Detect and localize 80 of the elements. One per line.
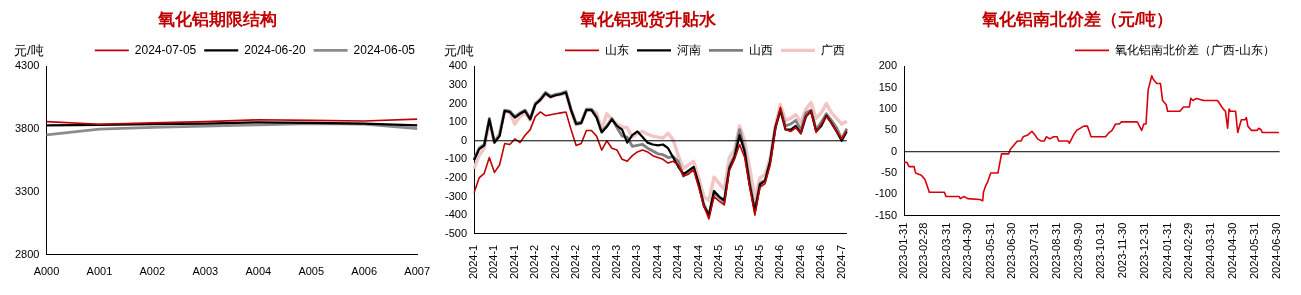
x-tick-label: 2024-06-30	[1269, 222, 1282, 280]
x-tick-label: 2023-11-30	[1115, 222, 1128, 279]
y-tick-label: 100	[878, 102, 898, 115]
x-tick-label: 2024-1	[487, 244, 500, 280]
x-tick-label: 2024-03-31	[1204, 222, 1217, 280]
x-tick-label: 2024-5	[732, 244, 745, 280]
y-tick-label: 200	[878, 59, 898, 72]
y-tick-label: 150	[878, 80, 898, 93]
x-tick-label: A004	[245, 265, 272, 278]
x-tick-label: 2024-4	[691, 244, 704, 280]
y-tick-label: 100	[448, 115, 468, 128]
y-tick-label: -100	[874, 187, 898, 200]
y-tick-label: 4300	[14, 59, 40, 72]
x-tick-label: 2023-07-31	[1027, 222, 1040, 280]
x-tick-label: 2024-1	[507, 244, 520, 280]
x-tick-label: A002	[139, 265, 166, 278]
x-tick-label: 2024-01-31	[1160, 222, 1173, 280]
x-tick-label: 2024-5	[712, 244, 725, 280]
y-tick-label: 200	[448, 96, 468, 109]
x-tick-label: 2023-04-30	[961, 222, 974, 280]
y-axis-title: 元/吨	[444, 43, 474, 59]
x-tick-label: 2023-10-31	[1094, 222, 1107, 280]
x-tick-label: 2024-5	[753, 244, 766, 280]
legend-label: 氧化铝南北价差（广西-山东）	[1115, 42, 1275, 57]
y-axis-title: 元/吨	[14, 43, 44, 59]
x-tick-label: 2024-2	[569, 244, 582, 280]
x-tick-label: 2024-6	[793, 244, 806, 280]
y-tick-label: 0	[460, 133, 468, 146]
x-tick-label: 2024-6	[814, 244, 827, 280]
legend-label: 河南	[677, 42, 701, 57]
y-tick-label: 3300	[14, 185, 40, 198]
x-tick-label: 2024-05-31	[1248, 222, 1261, 280]
chart-title: 氧化铝现货升贴水	[578, 9, 717, 29]
legend-label: 2024-06-20	[244, 42, 306, 57]
x-tick-label: 2024-1	[467, 244, 480, 280]
x-tick-label: A000	[33, 265, 60, 278]
x-tick-label: 2024-3	[589, 244, 602, 280]
x-tick-label: 2024-3	[610, 244, 623, 280]
x-tick-label: 2024-2	[548, 244, 561, 280]
y-tick-label: 50	[884, 123, 898, 136]
x-tick-label: 2023-05-31	[983, 222, 996, 280]
y-tick-label: -400	[444, 208, 468, 221]
y-tick-label: -500	[444, 226, 468, 239]
x-tick-label: A003	[192, 265, 219, 278]
x-tick-label: 2023-03-31	[939, 222, 952, 280]
chart-title: 氧化铝期限结构	[157, 9, 277, 29]
y-tick-label: 400	[448, 59, 468, 72]
x-tick-label: A001	[86, 265, 113, 278]
y-tick-label: -300	[444, 189, 468, 202]
y-tick-label: -50	[881, 166, 898, 179]
y-tick-label: 2800	[14, 247, 40, 260]
x-tick-label: 2023-08-31	[1050, 222, 1063, 280]
x-tick-label: 2024-2	[528, 244, 541, 280]
legend-label: 2024-07-05	[134, 42, 197, 57]
x-tick-label: 2024-4	[671, 244, 684, 280]
x-tick-label: 2024-02-29	[1181, 222, 1194, 280]
y-tick-label: -100	[444, 152, 468, 165]
y-tick-label: -200	[444, 171, 468, 183]
x-tick-label: A007	[404, 265, 431, 278]
legend-label: 广西	[821, 42, 845, 57]
legend-label: 山东	[605, 42, 629, 57]
y-tick-label: -150	[874, 208, 898, 221]
x-tick-label: 2023-06-30	[1005, 222, 1018, 280]
legend-label: 2024-06-05	[353, 42, 416, 57]
legend-label: 山西	[749, 42, 773, 57]
x-tick-label: 2024-4	[650, 244, 663, 280]
x-tick-label: 2023-09-30	[1071, 222, 1084, 280]
x-tick-label: 2024-3	[630, 244, 643, 280]
chart-title: 氧化铝南北价差（元/吨）	[980, 9, 1174, 29]
x-tick-label: 2023-02-28	[917, 222, 930, 280]
x-tick-label: 2024-7	[834, 244, 847, 280]
y-tick-label: 3800	[14, 122, 40, 135]
x-tick-label: 2023-01-31	[897, 222, 910, 280]
y-tick-label: 300	[448, 78, 468, 91]
x-tick-label: 2024-6	[773, 244, 786, 280]
x-tick-label: 2023-12-31	[1138, 222, 1151, 280]
x-tick-label: A006	[351, 265, 378, 278]
y-tick-label: 0	[890, 144, 898, 157]
x-tick-label: 2024-04-30	[1225, 222, 1238, 280]
x-tick-label: A005	[298, 265, 325, 278]
